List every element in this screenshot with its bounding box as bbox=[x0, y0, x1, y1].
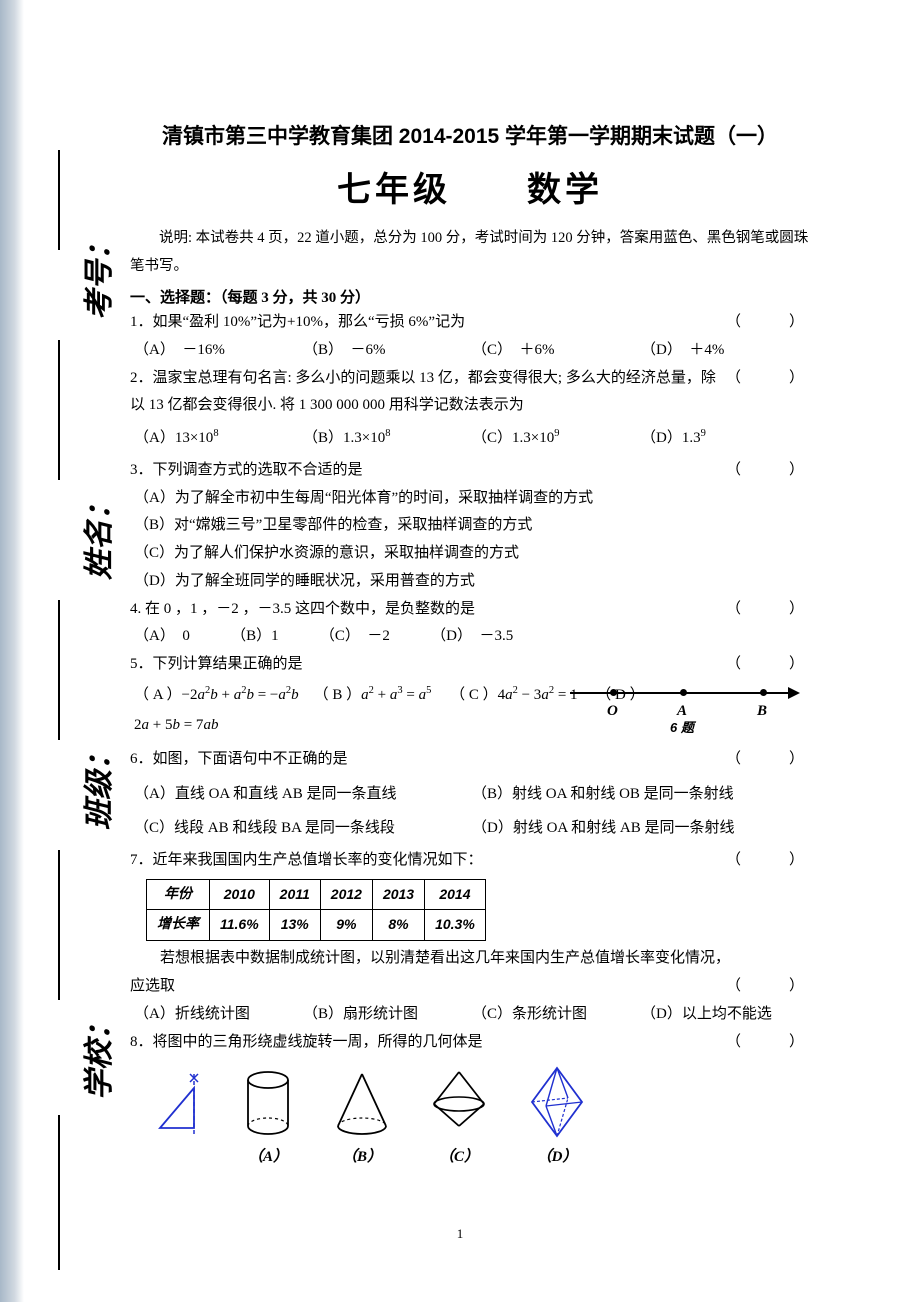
answer-blank: （ ） bbox=[726, 973, 810, 1001]
exam-page: 考号： 姓名： 班级： 学校： 清镇市第三中学教育集团 2014-2015 学年… bbox=[0, 0, 920, 1302]
q3-opt-a: （A）为了解全市初中生每周“阳光体育”的时间，采取抽样调查的方式 bbox=[134, 485, 810, 513]
q8-opt-d-icon: （D） bbox=[526, 1064, 588, 1172]
answer-blank: （ ） bbox=[726, 596, 810, 624]
q7-table: 年份 2010 2011 2012 2013 2014 增长率 11.6% 13… bbox=[146, 879, 486, 942]
binding-margin: 考号： 姓名： 班级： 学校： bbox=[38, 0, 98, 1302]
q6-opt-c: （C）线段 AB 和线段 BA 是同一条线段 bbox=[134, 815, 472, 843]
q3-opt-c: （C）为了解人们保护水资源的意识，采取抽样调查的方式 bbox=[134, 540, 810, 568]
q7-stem: 7．近年来我国国内生产总值增长率的变化情况如下： bbox=[130, 847, 483, 875]
q4-stem: 4. 在 0 ，1 ，－2 ，－3.5 这四个数中，是负整数的是 bbox=[130, 596, 475, 624]
q3-opt-b: （B）对“嫦娥三号”卫星零部件的检查，采取抽样调查的方式 bbox=[134, 512, 810, 540]
answer-blank: （ ） bbox=[726, 365, 810, 393]
binding-line bbox=[58, 340, 60, 480]
question-3: 3．下列调查方式的选取不合适的是 （ ） （A）为了解全市初中生每周“阳光体育”… bbox=[130, 457, 810, 596]
binding-line bbox=[58, 1115, 60, 1270]
q5-opt-b: （ B ）a2 + a3 = a5 bbox=[314, 687, 432, 703]
q2-opt-b: （B）1.3×108 bbox=[303, 424, 472, 453]
exam-title-line2: 七年级 数学 bbox=[130, 162, 810, 211]
q8-opt-c-icon: （C） bbox=[428, 1068, 490, 1172]
binding-label-examno: 考号： bbox=[74, 230, 118, 320]
answer-blank: （ ） bbox=[726, 309, 810, 337]
q1-opt-d: （D） ＋4% bbox=[641, 337, 810, 365]
q7-opt-d: （D）以上均不能选 bbox=[641, 1001, 810, 1029]
page-number: 1 bbox=[0, 1226, 920, 1242]
q1-opt-a: （A） －16% bbox=[134, 337, 303, 365]
q4-opt-c: （C） －2 bbox=[320, 628, 390, 644]
question-2: 2．温家宝总理有句名言: 多么小的问题乘以 13 亿，都会变得很大; 多么大的经… bbox=[130, 365, 810, 453]
q6-stem: 6．如图，下面语句中不正确的是 bbox=[130, 746, 348, 774]
exam-title-line1: 清镇市第三中学教育集团 2014-2015 学年第一学期期末试题（一） bbox=[130, 120, 810, 150]
table-row: 年份 2010 2011 2012 2013 2014 bbox=[147, 879, 486, 910]
q6-opt-a: （A）直线 OA 和直线 AB 是同一条直线 bbox=[134, 781, 472, 809]
q2-opt-d: （D）1.39 bbox=[641, 424, 810, 453]
q5-opt-a: （ A ）−2a2b + a2b = −a2b bbox=[134, 687, 299, 703]
q2-opt-c: （C）1.3×109 bbox=[472, 424, 641, 453]
q5-opt-d-expr: 2a + 5b = 7ab bbox=[130, 712, 218, 740]
q6-opt-d: （D）射线 OA 和射线 AB 是同一条射线 bbox=[472, 815, 810, 843]
q6-opt-b: （B）射线 OA 和射线 OB 是同一条射线 bbox=[472, 781, 810, 809]
answer-blank: （ ） bbox=[726, 847, 810, 875]
q7-opt-a: （A）折线统计图 bbox=[134, 1001, 303, 1029]
q8-opt-a-icon: （A） bbox=[240, 1068, 296, 1172]
binding-line bbox=[58, 600, 60, 740]
q7-opt-c: （C）条形统计图 bbox=[472, 1001, 641, 1029]
q2-stem: 2．温家宝总理有句名言: 多么小的问题乘以 13 亿，都会变得很大; 多么大的经… bbox=[130, 365, 726, 421]
binding-label-name: 姓名： bbox=[74, 490, 118, 580]
q1-stem: 1．如果“盈利 10%”记为+10%，那么“亏损 6%”记为 bbox=[130, 309, 465, 337]
question-6: 6．如图，下面语句中不正确的是 （ ） （A）直线 OA 和直线 AB 是同一条… bbox=[130, 746, 810, 843]
q1-opt-c: （C） ＋6% bbox=[472, 337, 641, 365]
question-1: 1．如果“盈利 10%”记为+10%，那么“亏损 6%”记为 （ ） （A） －… bbox=[130, 309, 810, 365]
q8-figures: （A） （B） bbox=[154, 1064, 810, 1172]
table-row: 增长率 11.6% 13% 9% 8% 10.3% bbox=[147, 910, 486, 941]
question-7: 7．近年来我国国内生产总值增长率的变化情况如下： （ ） 年份 2010 201… bbox=[130, 847, 810, 1029]
question-5: 5．下列计算结果正确的是 （ ） （ A ）−2a2b + a2b = −a2b… bbox=[130, 651, 810, 740]
q1-opt-b: （B） －6% bbox=[303, 337, 472, 365]
q4-opt-a: （A） 0 bbox=[134, 628, 190, 644]
question-8: 8．将图中的三角形绕虚线旋转一周，所得的几何体是 （ ） bbox=[130, 1029, 810, 1173]
exam-content: 清镇市第三中学教育集团 2014-2015 学年第一学期期末试题（一） 七年级 … bbox=[130, 120, 810, 1172]
q4-opt-d: （D） －3.5 bbox=[431, 628, 513, 644]
q3-stem: 3．下列调查方式的选取不合适的是 bbox=[130, 457, 363, 485]
q8-opt-b-icon: （B） bbox=[332, 1068, 392, 1172]
binding-line bbox=[58, 150, 60, 250]
binding-label-class: 班级： bbox=[74, 740, 118, 830]
q8-stem: 8．将图中的三角形绕虚线旋转一周，所得的几何体是 bbox=[130, 1029, 483, 1057]
page-scan-edge bbox=[0, 0, 24, 1302]
q7-opt-b: （B）扇形统计图 bbox=[303, 1001, 472, 1029]
exam-instructions: 说明: 本试卷共 4 页，22 道小题，总分为 100 分，考试时间为 120 … bbox=[130, 225, 810, 280]
q5-stem: 5．下列计算结果正确的是 bbox=[130, 651, 303, 679]
q6-figure: O A B 6 题 bbox=[570, 684, 810, 720]
answer-blank: （ ） bbox=[726, 746, 810, 774]
q3-opt-d: （D）为了解全班同学的睡眠状况，采用普查的方式 bbox=[134, 568, 810, 596]
answer-blank: （ ） bbox=[726, 457, 810, 485]
q5-opt-c: （ C ）4a2 − 3a2 = 1 bbox=[450, 687, 577, 703]
q7-line2: 若想根据表中数据制成统计图，以别清楚看出这几年来国内生产总值增长率变化情况， bbox=[130, 945, 810, 973]
binding-line bbox=[58, 850, 60, 1000]
question-4: 4. 在 0 ，1 ，－2 ，－3.5 这四个数中，是负整数的是 （ ） （A）… bbox=[130, 596, 810, 652]
q2-opt-a: （A）13×108 bbox=[134, 424, 303, 453]
section-1-heading: 一、选择题：（每题 3 分，共 30 分） bbox=[130, 286, 810, 307]
answer-blank: （ ） bbox=[726, 1029, 810, 1057]
answer-blank: （ ） bbox=[726, 651, 810, 679]
q8-given-icon bbox=[154, 1070, 204, 1172]
q7-line3: 应选取 bbox=[130, 973, 175, 1001]
binding-label-school: 学校： bbox=[74, 1010, 118, 1100]
q4-opt-b: （B）1 bbox=[231, 628, 279, 644]
